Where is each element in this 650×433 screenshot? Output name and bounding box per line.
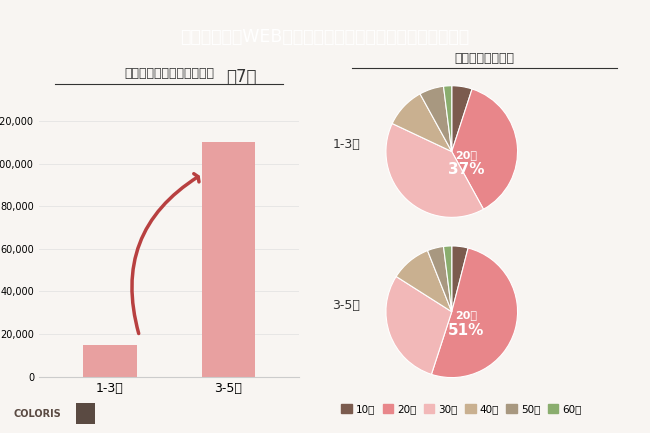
Text: 3-5月: 3-5月 — [333, 299, 360, 312]
Text: コロナ禍でのWEBヘアカラーカウンセリング利用について: コロナ禍でのWEBヘアカラーカウンセリング利用について — [181, 28, 469, 46]
Wedge shape — [443, 86, 452, 152]
Wedge shape — [386, 123, 484, 217]
Wedge shape — [386, 277, 452, 375]
Legend: 10代, 20代, 30代, 40代, 50代, 60代: 10代, 20代, 30代, 40代, 50代, 60代 — [337, 400, 586, 418]
Wedge shape — [396, 251, 452, 312]
Text: カウンセリング件数の変化: カウンセリング件数の変化 — [124, 67, 214, 80]
Text: 約7倍: 約7倍 — [227, 68, 257, 86]
Wedge shape — [452, 89, 517, 209]
Wedge shape — [428, 246, 452, 312]
Text: 51%: 51% — [448, 323, 484, 338]
Bar — [202, 142, 255, 377]
Text: 年齢構成比の変化: 年齢構成比の変化 — [454, 52, 514, 65]
Wedge shape — [420, 86, 452, 152]
Wedge shape — [452, 246, 468, 312]
Wedge shape — [432, 248, 517, 378]
Text: 20代: 20代 — [455, 310, 477, 320]
Text: 20代: 20代 — [455, 150, 477, 160]
Bar — [83, 345, 136, 377]
Wedge shape — [392, 94, 452, 152]
Text: COLORIS: COLORIS — [13, 408, 60, 419]
Bar — [76, 403, 94, 424]
Text: 37%: 37% — [448, 162, 484, 178]
Wedge shape — [452, 86, 472, 152]
Wedge shape — [443, 246, 452, 312]
Text: 1-3月: 1-3月 — [333, 139, 360, 152]
